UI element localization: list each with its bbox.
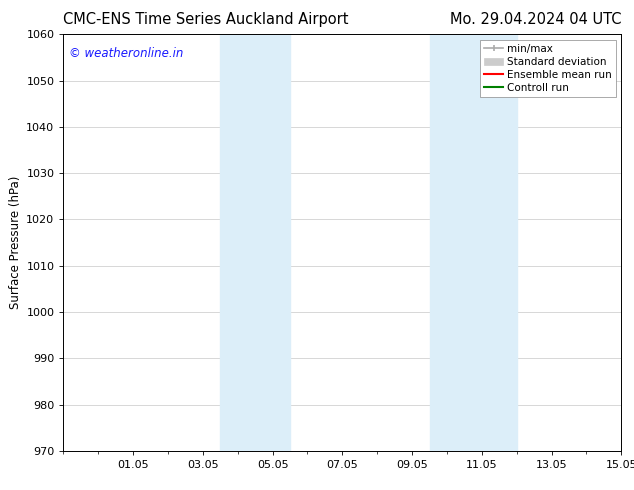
Text: © weatheronline.in: © weatheronline.in <box>69 47 183 60</box>
Bar <box>429 34 517 451</box>
Text: CMC-ENS Time Series Auckland Airport: CMC-ENS Time Series Auckland Airport <box>63 12 349 27</box>
Y-axis label: Surface Pressure (hPa): Surface Pressure (hPa) <box>9 176 22 309</box>
Text: Mo. 29.04.2024 04 UTC: Mo. 29.04.2024 04 UTC <box>450 12 621 27</box>
Legend: min/max, Standard deviation, Ensemble mean run, Controll run: min/max, Standard deviation, Ensemble me… <box>480 40 616 97</box>
Bar <box>221 34 290 451</box>
